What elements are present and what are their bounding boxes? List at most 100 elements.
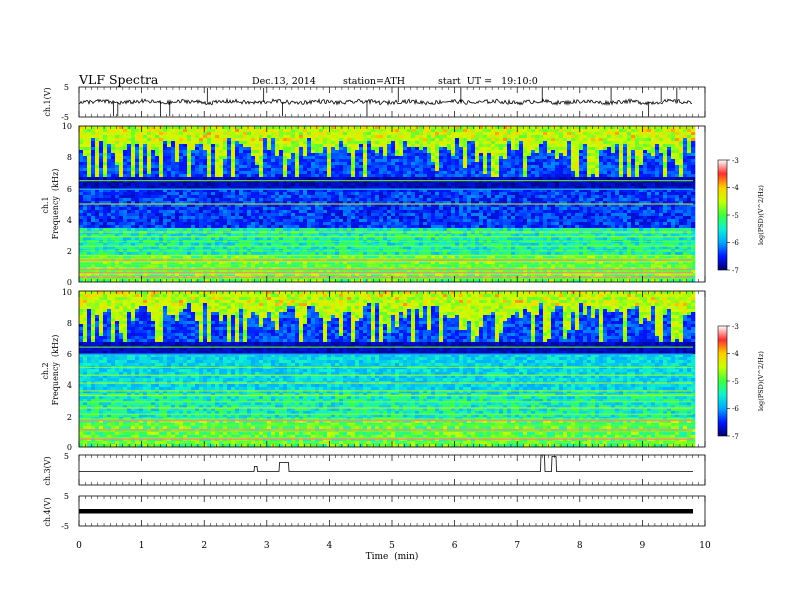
- spectrogram-cell: [315, 279, 320, 283]
- spectrogram-cell: [195, 141, 200, 145]
- spectrogram-cell: [151, 237, 156, 241]
- spectrogram-cell: [375, 177, 380, 181]
- spectrogram-cell: [331, 261, 336, 265]
- spectrogram-cell: [231, 168, 236, 172]
- spectrogram-cell: [215, 201, 220, 205]
- spectrogram-cell: [387, 156, 392, 160]
- spectrogram-cell: [103, 153, 108, 157]
- spectrogram-cell: [207, 252, 212, 256]
- spectrogram-cell: [91, 255, 96, 259]
- spectrogram-cell: [363, 153, 368, 157]
- spectrogram-cell: [243, 237, 248, 241]
- spectrogram-cell: [187, 210, 192, 214]
- spectrogram-cell: [351, 216, 356, 220]
- spectrogram-cell: [255, 135, 260, 139]
- spectrogram-cell: [151, 195, 156, 199]
- spectrogram-cell: [87, 207, 92, 211]
- spectrogram-cell: [223, 180, 228, 184]
- spectrogram-cell: [279, 159, 284, 163]
- spectrogram-cell: [387, 177, 392, 181]
- spectrogram-cell: [291, 162, 296, 166]
- spectrogram-cell: [167, 246, 172, 250]
- spectrogram-cell: [159, 144, 164, 148]
- spectrogram-cell: [159, 216, 164, 220]
- spectrogram-cell: [403, 174, 408, 178]
- spectrogram-cell: [315, 162, 320, 166]
- spectrogram-cell: [291, 219, 296, 223]
- spectrogram-cell: [375, 252, 380, 256]
- spectrogram-cell: [199, 264, 204, 268]
- spectrogram-cell: [119, 198, 124, 202]
- spectrogram-cell: [327, 186, 332, 190]
- spectrogram-cell: [207, 162, 212, 166]
- spectrogram-cell: [247, 252, 252, 256]
- spectrogram-cell: [207, 234, 212, 238]
- spectrogram-cell: [231, 186, 236, 190]
- spectrogram-cell: [375, 186, 380, 190]
- spectrogram-cell: [311, 168, 316, 172]
- spectrogram-cell: [215, 150, 220, 154]
- spectrogram-cell: [147, 183, 152, 187]
- spectrogram-cell: [147, 159, 152, 163]
- spectrogram-cell: [259, 234, 264, 238]
- spectrogram-cell: [419, 225, 424, 229]
- spectrogram-cell: [351, 159, 356, 163]
- spectrogram-cell: [415, 228, 420, 232]
- spectrogram-cell: [147, 222, 152, 226]
- spectrogram-cell: [355, 243, 360, 247]
- spectrogram-cell: [227, 180, 232, 184]
- spectrogram-cell: [255, 252, 260, 256]
- spectrogram-cell: [427, 129, 432, 133]
- spectrogram-cell: [283, 207, 288, 211]
- spectrogram-cell: [303, 255, 308, 259]
- spectrogram-cell: [83, 207, 88, 211]
- spectrogram-cell: [211, 246, 216, 250]
- spectrogram-cell: [239, 180, 244, 184]
- spectrogram-cell: [311, 183, 316, 187]
- spectrogram-cell: [327, 201, 332, 205]
- spectrogram-cell: [103, 186, 108, 190]
- spectrogram-cell: [423, 264, 428, 268]
- spectrogram-cell: [79, 129, 84, 133]
- spectrogram-cell: [271, 204, 276, 208]
- spectrogram-cell: [135, 165, 140, 169]
- spectrogram-cell: [223, 246, 228, 250]
- spectrogram-cell: [135, 171, 140, 175]
- spectrogram-cell: [267, 210, 272, 214]
- spectrogram-cell: [103, 156, 108, 160]
- spectrogram-cell: [127, 237, 132, 241]
- spectrogram-cell: [79, 201, 84, 205]
- spectrogram-cell: [263, 186, 268, 190]
- spectrogram-cell: [191, 135, 196, 139]
- spectrogram-cell: [215, 132, 220, 136]
- spectrogram-cell: [195, 138, 200, 142]
- spectrogram-cell: [379, 267, 384, 271]
- spectrogram-cell: [139, 159, 144, 163]
- spectrogram-cell: [227, 237, 232, 241]
- spectrogram-cell: [327, 189, 332, 193]
- spectrogram-cell: [87, 225, 92, 229]
- spectrogram-cell: [183, 246, 188, 250]
- spectrogram-cell: [199, 207, 204, 211]
- spectrogram-cell: [347, 195, 352, 199]
- spectrogram-cell: [331, 147, 336, 151]
- spectrogram-cell: [235, 252, 240, 256]
- spectrogram-cell: [103, 261, 108, 265]
- spectrogram-cell: [299, 279, 304, 283]
- spectrogram-cell: [427, 213, 432, 217]
- spectrogram-cell: [347, 255, 352, 259]
- spectrogram-cell: [267, 180, 272, 184]
- spectrogram-cell: [303, 159, 308, 163]
- spectrogram-cell: [95, 255, 100, 259]
- spectrogram-cell: [427, 267, 432, 271]
- spectrogram-cell: [139, 279, 144, 283]
- spectrogram-cell: [387, 234, 392, 238]
- spectrogram-cell: [167, 138, 172, 142]
- spectrogram-cell: [179, 171, 184, 175]
- spectrogram-cell: [151, 264, 156, 268]
- spectrogram-cell: [155, 165, 160, 169]
- spectrogram-cell: [331, 210, 336, 214]
- spectrogram-cell: [235, 228, 240, 232]
- spectrogram-cell: [359, 225, 364, 229]
- spectrogram-cell: [247, 126, 252, 130]
